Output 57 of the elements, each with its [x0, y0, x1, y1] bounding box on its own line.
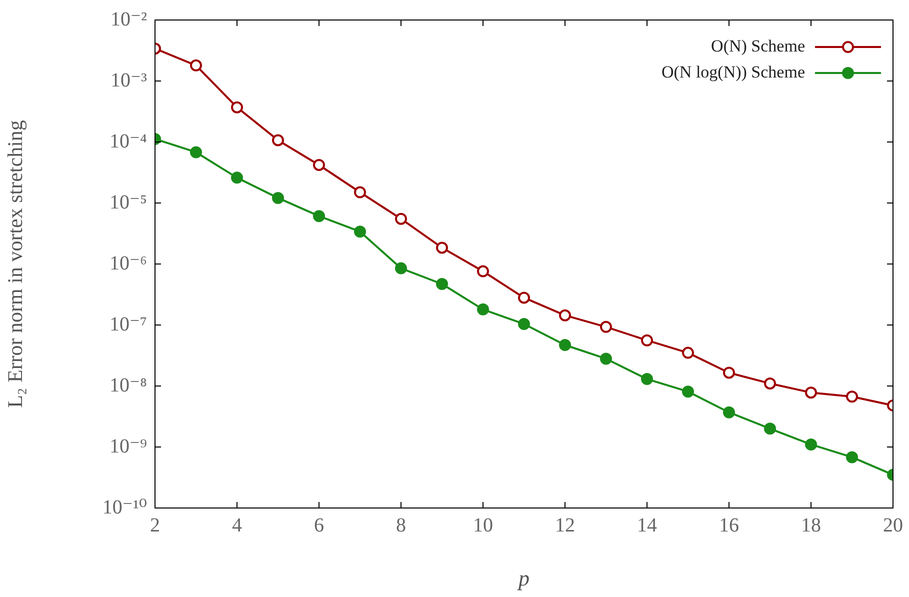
point [559, 339, 571, 351]
point [354, 186, 366, 198]
point [518, 292, 530, 304]
point [846, 451, 858, 464]
x-tick-label: 18 [801, 514, 821, 536]
point [190, 59, 202, 72]
legend-label: O(N log(N)) Scheme [661, 62, 805, 82]
point [272, 134, 284, 146]
point [641, 373, 653, 386]
y-axis-title: L₂ Error norm in vortex stretching [3, 120, 28, 408]
point [805, 438, 817, 450]
point [764, 377, 776, 390]
point [477, 265, 489, 278]
point [436, 242, 448, 254]
point [477, 303, 489, 316]
point [764, 422, 776, 435]
x-tick-label: 20 [883, 514, 903, 536]
point [231, 172, 243, 184]
y-tick-label: 10⁻⁸ [109, 374, 148, 396]
point [313, 210, 325, 222]
point [272, 192, 284, 204]
y-tick-label: 10⁻⁴ [109, 130, 148, 152]
x-tick-label: 6 [314, 514, 324, 536]
y-tick-label: 10⁻¹⁰ [102, 496, 147, 518]
point [313, 158, 325, 171]
point [354, 226, 366, 238]
point [395, 212, 407, 225]
point [518, 318, 530, 330]
x-tick-label: 14 [637, 514, 657, 536]
y-tick-label: 10⁻² [110, 8, 147, 30]
y-tick-label: 10⁻⁹ [109, 435, 148, 458]
point [436, 278, 448, 290]
point [641, 334, 653, 346]
x-tick-label: 12 [555, 514, 575, 536]
x-tick-label: 10 [473, 514, 493, 536]
x-tick-label: 4 [232, 514, 242, 536]
y-tick-label: 10⁻⁵ [109, 191, 147, 214]
y-tick-label: 10⁻³ [110, 69, 147, 92]
point [723, 406, 735, 418]
point [846, 390, 858, 403]
legend-label: O(N) Scheme [711, 36, 805, 56]
x-tick-label: 2 [150, 514, 160, 536]
point [600, 352, 612, 365]
x-tick-label: 8 [396, 514, 406, 536]
point [682, 346, 694, 359]
x-axis-title: p [516, 566, 530, 591]
point [190, 146, 202, 158]
point [600, 320, 612, 333]
y-tick-label: 10⁻⁷ [109, 313, 148, 336]
point [395, 262, 407, 274]
y-tick-label: 10⁻⁶ [109, 252, 148, 274]
x-tick-label: 16 [719, 514, 739, 536]
point [682, 386, 694, 398]
point [559, 309, 571, 322]
point [723, 366, 735, 379]
point [805, 386, 817, 399]
point [231, 101, 243, 114]
